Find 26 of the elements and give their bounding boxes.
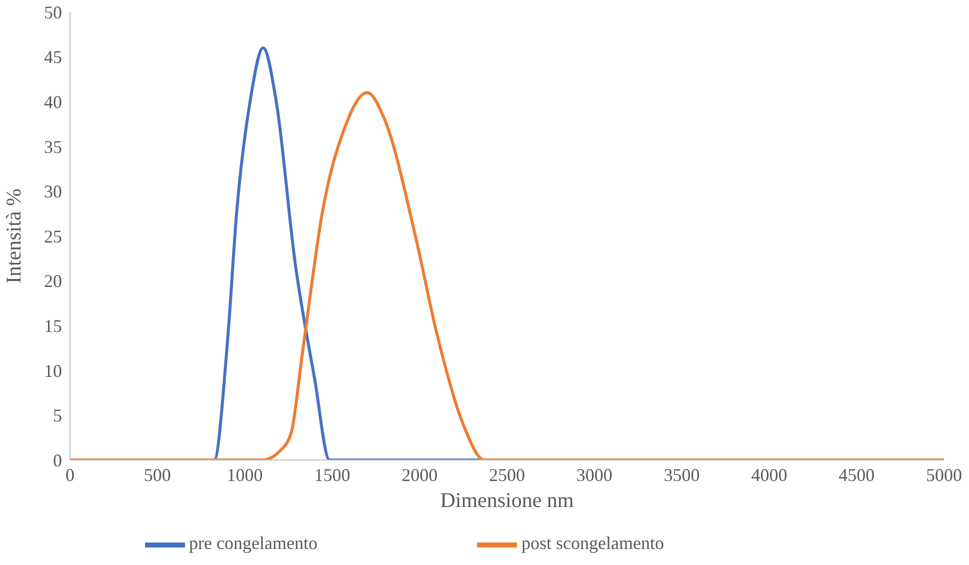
y-tick-label: 45 bbox=[44, 47, 62, 68]
x-tick-label: 1500 bbox=[314, 464, 350, 485]
x-tick-label: 4000 bbox=[751, 464, 788, 485]
x-tick-label: 500 bbox=[144, 464, 171, 485]
x-tick-label: 2000 bbox=[402, 464, 438, 485]
y-tick-label: 5 bbox=[53, 406, 62, 426]
y-axis-title: Intensità % bbox=[1, 188, 26, 284]
x-tick-label: 2500 bbox=[489, 464, 525, 485]
y-tick-label: 20 bbox=[44, 271, 62, 292]
x-tick-label: 3000 bbox=[576, 464, 612, 485]
x-tick-label: 1000 bbox=[226, 464, 263, 485]
y-tick-label: 0 bbox=[53, 450, 62, 470]
x-axis-title: Dimensione nm bbox=[440, 488, 574, 512]
y-tick-label: 30 bbox=[44, 182, 62, 202]
y-tick-label: 50 bbox=[44, 2, 62, 22]
legend-label: post scongelamento bbox=[521, 533, 664, 554]
y-tick-label: 10 bbox=[44, 360, 62, 381]
legend-label: pre congelamento bbox=[189, 533, 318, 554]
y-tick-label: 15 bbox=[44, 316, 62, 336]
y-tick-label: 25 bbox=[44, 226, 62, 246]
x-tick-label: 3500 bbox=[664, 464, 700, 485]
x-tick-label: 4500 bbox=[838, 464, 875, 485]
x-tick-label: 5000 bbox=[926, 464, 962, 485]
x-tick-label: 0 bbox=[66, 464, 74, 485]
y-tick-label: 40 bbox=[44, 92, 62, 112]
y-tick-label: 35 bbox=[44, 136, 62, 157]
